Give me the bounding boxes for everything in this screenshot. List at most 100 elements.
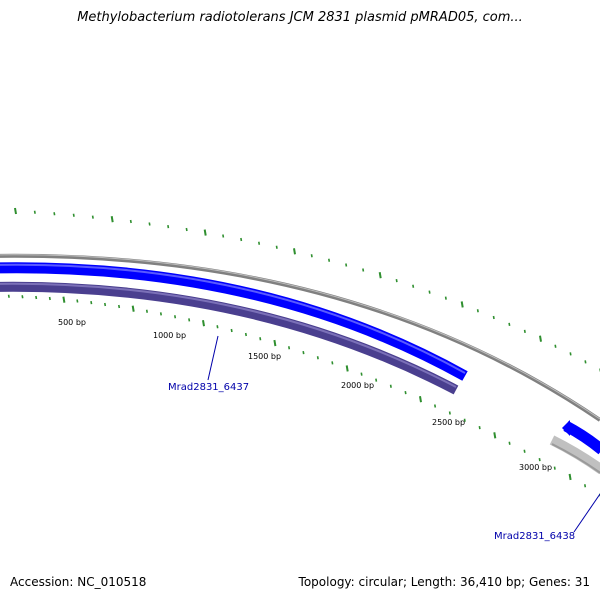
gene-label-mrad2831-6437[interactable]: Mrad2831_6437: [168, 382, 249, 393]
gc-tick: [293, 248, 296, 255]
topology-summary: Topology: circular; Length: 36,410 bp; G…: [298, 575, 590, 589]
scale-tick: [48, 296, 51, 301]
gc-tick: [345, 263, 348, 267]
gc-tick: [203, 229, 207, 236]
scale-tick: [90, 300, 93, 305]
scale-label-1500: 1500 bp: [248, 352, 281, 361]
gc-tick: [53, 212, 56, 216]
gc-tick: [476, 309, 479, 313]
scale-tick: [62, 296, 66, 303]
gc-tick: [14, 207, 17, 215]
gc-tick: [185, 227, 188, 232]
scale-tick: [7, 294, 10, 298]
gc-tick: [129, 219, 132, 224]
gc-tick: [240, 237, 243, 242]
scale-tick: [188, 318, 191, 322]
gc-tick: [523, 329, 526, 334]
gc-tick: [310, 254, 313, 258]
scale-tick: [331, 361, 334, 365]
gc-tick: [258, 241, 261, 245]
scale-tick: [375, 378, 378, 382]
gc-tick: [222, 234, 225, 238]
forward-gene-arc-highlight: [0, 263, 466, 374]
gc-tick: [444, 296, 447, 300]
gc-tick: [33, 210, 36, 214]
gc-tick: [378, 272, 382, 279]
scale-tick: [538, 457, 541, 462]
scale-tick: [478, 425, 481, 430]
gene-label-mrad2831-6438[interactable]: Mrad2831_6438: [494, 531, 575, 542]
scale-tick: [131, 305, 135, 312]
gene-mrad2831-6437-highlight: [0, 282, 457, 388]
scale-tick: [493, 432, 497, 439]
gene-mrad2831-6437-leader: [207, 335, 219, 381]
forward-gene-arc[interactable]: [0, 262, 468, 381]
scale-tick: [448, 411, 451, 415]
backbone-ring: [0, 253, 600, 422]
scale-tick: [463, 418, 466, 422]
scale-label-3000: 3000 bp: [519, 463, 552, 472]
gc-tick: [72, 213, 75, 217]
other-gene-arc[interactable]: [549, 435, 600, 475]
scale-tick: [159, 312, 162, 316]
scale-tick: [434, 404, 437, 408]
gc-tick: [328, 258, 331, 262]
scale-tick: [288, 346, 291, 350]
gc-tick: [569, 352, 572, 356]
scale-tick: [523, 449, 526, 453]
scale-tick: [216, 325, 219, 329]
gc-tick: [275, 245, 278, 249]
scale-tick: [35, 295, 38, 300]
scale-tick: [584, 484, 587, 488]
scale-tick: [419, 396, 422, 403]
gc-tick: [110, 216, 114, 223]
scale-tick: [553, 466, 556, 470]
scale-tick: [404, 390, 407, 395]
scale-ring: [7, 294, 600, 497]
map-title: Methylobacterium radiotolerans JCM 2831 …: [77, 10, 523, 25]
scale-tick: [21, 295, 24, 299]
scale-tick: [316, 356, 319, 360]
scale-label-2000: 2000 bp: [341, 381, 374, 390]
gc-tick: [428, 290, 431, 294]
gc-tick: [584, 360, 587, 364]
scale-tick: [230, 328, 233, 333]
scale-tick: [259, 337, 262, 341]
gc-tick: [460, 301, 464, 308]
gc-content-ring: [14, 207, 600, 372]
gene-mrad2831-6438-leader: [573, 493, 600, 533]
gc-tick: [554, 344, 557, 348]
backbone-ring-highlight: [0, 254, 600, 420]
scale-label-2500: 2500 bp: [432, 418, 465, 427]
scale-tick: [273, 339, 277, 347]
gc-tick: [395, 278, 398, 283]
scale-tick: [302, 350, 305, 355]
scale-tick: [76, 299, 79, 303]
scale-tick: [244, 332, 247, 337]
gc-tick: [148, 222, 151, 226]
gene-mrad2831-6438-arrowhead: [562, 420, 570, 436]
scale-tick: [360, 372, 363, 376]
scale-tick: [202, 320, 205, 327]
scale-tick: [345, 365, 349, 372]
scale-tick: [174, 315, 177, 319]
gc-tick: [167, 224, 170, 229]
scale-tick: [145, 309, 148, 313]
gc-tick: [91, 215, 94, 219]
gc-tick: [539, 335, 542, 342]
gc-tick: [508, 322, 511, 327]
scale-tick: [508, 441, 511, 445]
accession-text: Accession: NC_010518: [10, 575, 147, 589]
gc-tick: [362, 268, 365, 272]
gc-tick: [412, 284, 415, 288]
scale-tick: [568, 473, 572, 481]
gc-tick: [492, 315, 495, 320]
scale-tick: [118, 304, 121, 309]
gene-mrad2831-6437-arc[interactable]: [0, 281, 459, 395]
scale-label-500: 500 bp: [58, 318, 86, 327]
scale-label-1000: 1000 bp: [153, 331, 186, 340]
other-gene-arc-shadow: [551, 443, 600, 474]
scale-tick: [389, 384, 392, 388]
scale-tick: [104, 302, 107, 307]
